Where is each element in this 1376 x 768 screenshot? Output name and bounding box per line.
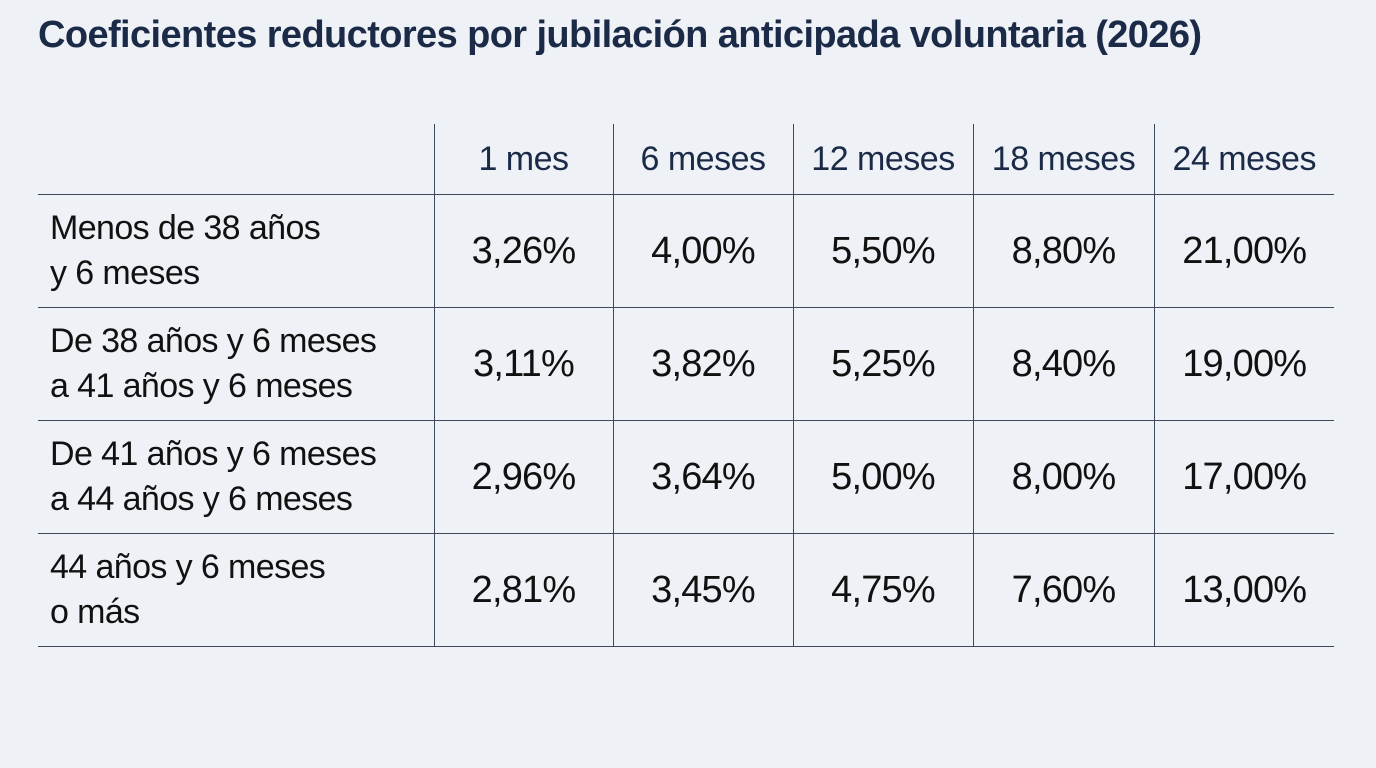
table-row: De 38 años y 6 meses a 41 años y 6 meses… <box>38 307 1334 421</box>
row-label-line: De 38 años y 6 meses <box>50 322 377 360</box>
table-header-row: 1 mes 6 meses 12 meses 18 meses 24 meses <box>38 124 1334 195</box>
column-header: 1 mes <box>433 124 613 195</box>
table-cell: 4,75% <box>792 533 973 647</box>
table-cell: 13,00% <box>1153 533 1334 647</box>
table-cell: 8,00% <box>972 420 1154 534</box>
row-label: De 41 años y 6 meses a 44 años y 6 meses <box>38 420 434 534</box>
table-row: 44 años y 6 meses o más 2,81% 3,45% 4,75… <box>38 533 1334 647</box>
row-label-line: Menos de 38 años <box>50 209 321 247</box>
column-header: 18 meses <box>972 124 1154 195</box>
row-label-line: a 41 años y 6 meses <box>50 367 353 405</box>
table-cell: 3,26% <box>433 194 613 308</box>
row-label: De 38 años y 6 meses a 41 años y 6 meses <box>38 307 434 421</box>
row-label-line: a 44 años y 6 meses <box>50 480 353 518</box>
table-cell: 7,60% <box>972 533 1154 647</box>
chart-title: Coeficientes reductores por jubilación a… <box>38 14 1202 56</box>
table-cell: 3,45% <box>612 533 793 647</box>
table-cell: 5,25% <box>792 307 973 421</box>
table-cell: 8,40% <box>972 307 1154 421</box>
table-cell: 21,00% <box>1153 194 1334 308</box>
row-label-line: De 41 años y 6 meses <box>50 435 377 473</box>
table-cell: 5,00% <box>792 420 973 534</box>
row-label-line: 44 años y 6 meses <box>50 548 326 586</box>
table-cell: 8,80% <box>972 194 1154 308</box>
table-cell: 2,96% <box>433 420 613 534</box>
column-header: 24 meses <box>1153 124 1334 195</box>
table-row: De 41 años y 6 meses a 44 años y 6 meses… <box>38 420 1334 534</box>
header-corner-cell <box>38 124 434 195</box>
table-cell: 3,82% <box>612 307 793 421</box>
row-label: Menos de 38 años y 6 meses <box>38 194 434 308</box>
column-header: 12 meses <box>792 124 973 195</box>
reduction-coefficients-table: 1 mes 6 meses 12 meses 18 meses 24 meses… <box>38 124 1334 647</box>
table-cell: 3,64% <box>612 420 793 534</box>
table-cell: 2,81% <box>433 533 613 647</box>
row-label-line: y 6 meses <box>50 254 200 292</box>
table-cell: 4,00% <box>612 194 793 308</box>
row-label: 44 años y 6 meses o más <box>38 533 434 647</box>
table-row: Menos de 38 años y 6 meses 3,26% 4,00% 5… <box>38 194 1334 308</box>
row-label-line: o más <box>50 593 140 631</box>
table-cell: 3,11% <box>433 307 613 421</box>
column-header: 6 meses <box>612 124 793 195</box>
table-cell: 19,00% <box>1153 307 1334 421</box>
table-cell: 17,00% <box>1153 420 1334 534</box>
table-cell: 5,50% <box>792 194 973 308</box>
